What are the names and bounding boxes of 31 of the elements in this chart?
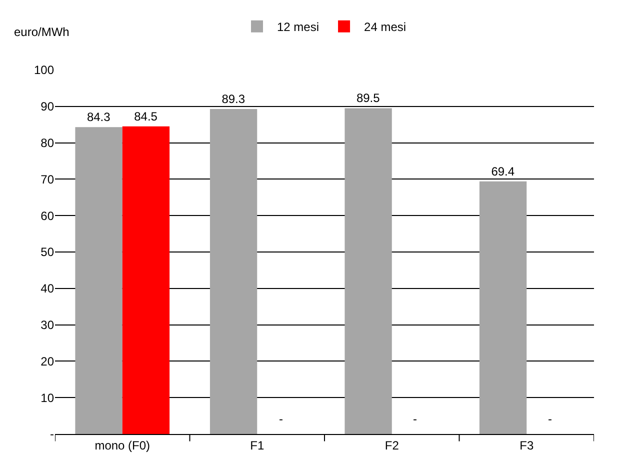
bar [75, 127, 122, 434]
data-label: 69.4 [491, 164, 515, 178]
y-tick-label: 40 [40, 282, 54, 296]
y-tick-label: 100 [34, 63, 54, 78]
text: - [279, 412, 283, 426]
y-tick-label: 60 [40, 208, 54, 223]
legend-label: 12 mesi [277, 20, 320, 34]
y-tick-label: 80 [40, 136, 54, 150]
text: - [548, 412, 552, 426]
data-label: 84.5 [134, 109, 158, 124]
data-label: 89.5 [356, 91, 380, 106]
x-tick-label: F1 [250, 438, 264, 452]
bar [479, 181, 527, 434]
text: - [413, 412, 417, 426]
bar [122, 126, 170, 434]
bar [210, 108, 258, 434]
text: euro/MWh [14, 25, 70, 39]
x-tick-label: mono (F0) [94, 438, 150, 452]
x-tick-label: F2 [384, 438, 400, 452]
y-tick-label: 70 [40, 172, 54, 186]
legend-label: 24 mesi [364, 20, 406, 34]
bar [344, 108, 392, 434]
data-label: 89.3 [222, 92, 246, 106]
x-tick-label: F3 [520, 438, 534, 452]
y-tick-label: - [50, 427, 54, 442]
data-label: 84.3 [86, 110, 111, 124]
y-tick-label: 30 [40, 318, 54, 332]
y-tick-label: 20 [40, 354, 54, 368]
y-tick-label: 90 [40, 100, 54, 114]
y-tick-label: 10 [40, 390, 54, 405]
y-tick-label: 50 [40, 245, 54, 260]
